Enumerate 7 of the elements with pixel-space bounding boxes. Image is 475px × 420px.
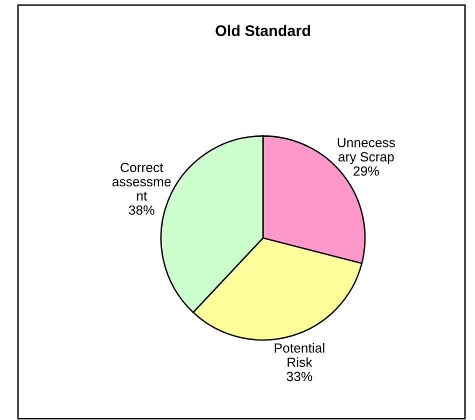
data-label: 38% bbox=[128, 205, 154, 215]
slice-label: Correct assessment bbox=[112, 162, 171, 201]
slice-label: Potential Risk bbox=[274, 343, 324, 367]
data-label: 33% bbox=[286, 372, 312, 382]
slice-label: Unnecessary Scrap bbox=[338, 138, 396, 164]
data-label: 29% bbox=[354, 166, 379, 176]
chart-title: Old Standard bbox=[216, 24, 310, 36]
